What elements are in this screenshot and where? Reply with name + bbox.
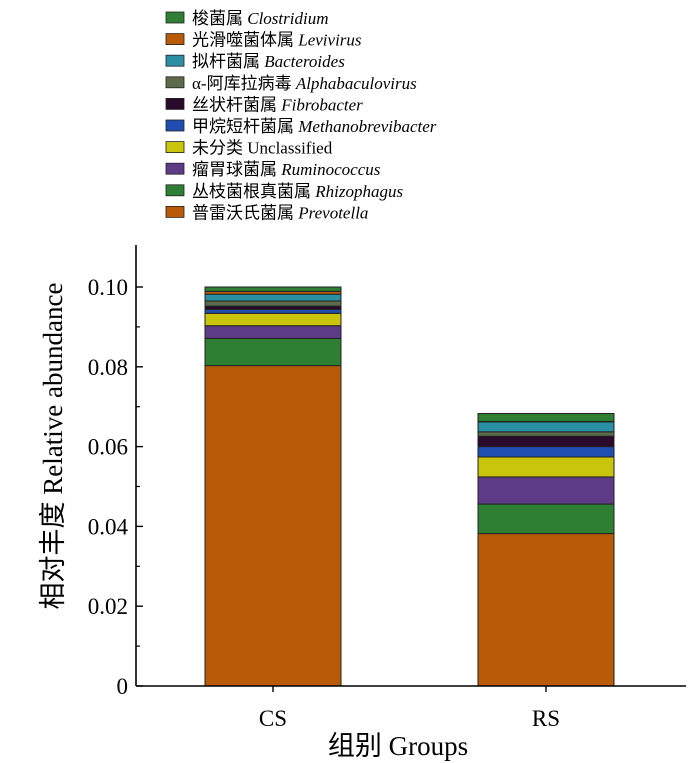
legend-swatch [165,54,185,67]
legend-item: 丛枝菌根真菌属 Rhizophagus [165,182,403,201]
legend-item: 光滑噬菌体属 Levivirus [165,31,362,50]
bar-segment [204,325,342,339]
bar-segment [477,503,615,535]
legend-item: 未分类 Unclassified [165,139,333,158]
y-axis-title: 相对丰度 Relative abundance [38,283,68,610]
legend-label: 丛枝菌根真菌属 Rhizophagus [192,182,403,201]
bar-segment [477,533,615,687]
bar-segment [477,456,615,478]
legend-swatch [165,205,185,218]
legend-swatch [165,184,185,197]
bar-stacks [204,286,615,687]
legend-label: 未分类 Unclassified [192,139,333,158]
y-tick-label: 0.02 [88,594,128,619]
legend-label: 普雷沃氏菌属 Prevotella [192,203,368,222]
legend-swatch [165,162,185,175]
legend-swatch [165,33,185,45]
y-tick-label: 0.08 [88,355,128,380]
bar-segment [204,312,342,327]
legend-swatch [165,98,185,110]
legend-label: 甲烷短杆菌属 Methanobrevibacter [192,117,437,136]
legend-item: α-阿库拉病毒 Alphabaculovirus [165,74,417,93]
y-tick-label: 0.06 [88,435,128,460]
bar-segment [204,308,342,314]
legend-swatch [165,76,185,89]
bar-segment [477,421,615,433]
axes: 0 0.02 0.04 0.06 0.08 0.10 CS RS [88,245,686,731]
legend-label: 瘤胃球菌属 Ruminococcus [192,160,381,179]
legend-item: 甲烷短杆菌属 Methanobrevibacter [165,117,437,136]
legend-item: 梭菌属 Clostridium [165,9,329,28]
legend-item: 普雷沃氏菌属 Prevotella [165,203,368,222]
legend: 梭菌属 Clostridium 光滑噬菌体属 Levivirus 拟杆菌属 Bact… [165,9,437,222]
y-tick-label: 0 [117,674,129,699]
bar-segment [204,300,342,307]
y-tick-label: 0.04 [88,514,129,539]
bar-stack-rs [477,412,615,687]
legend-label: 拟杆菌属 Bacteroides [192,52,345,71]
legend-label: 丝状杆菌属 Fibrobacter [192,95,363,114]
x-tick-label: RS [532,706,560,731]
bar-segment [204,293,342,302]
bar-segment [204,286,342,292]
bar-segment [204,337,342,367]
legend-swatch [165,141,185,154]
x-tick-label: CS [259,706,287,731]
legend-item: 拟杆菌属 Bacteroides [165,52,345,71]
bar-segment [477,446,615,458]
y-tick-label: 0.10 [88,275,128,300]
legend-label: α-阿库拉病毒 Alphabaculovirus [192,74,417,93]
legend-label: 光滑噬菌体属 Levivirus [192,31,362,50]
legend-swatch [165,119,185,132]
bar-segment [204,365,342,687]
legend-swatch [165,11,185,24]
bar-segment [477,412,615,422]
legend-item: 瘤胃球菌属 Ruminococcus [165,160,381,179]
bar-segment [477,431,615,437]
bar-segment [477,435,615,448]
x-axis-title: 组别 Groups [328,731,468,761]
legend-item: 丝状杆菌属 Fibrobacter [165,95,363,114]
bar-segment [477,476,615,505]
bar-stack-cs [204,286,342,687]
legend-label: 梭菌属 Clostridium [192,9,329,28]
